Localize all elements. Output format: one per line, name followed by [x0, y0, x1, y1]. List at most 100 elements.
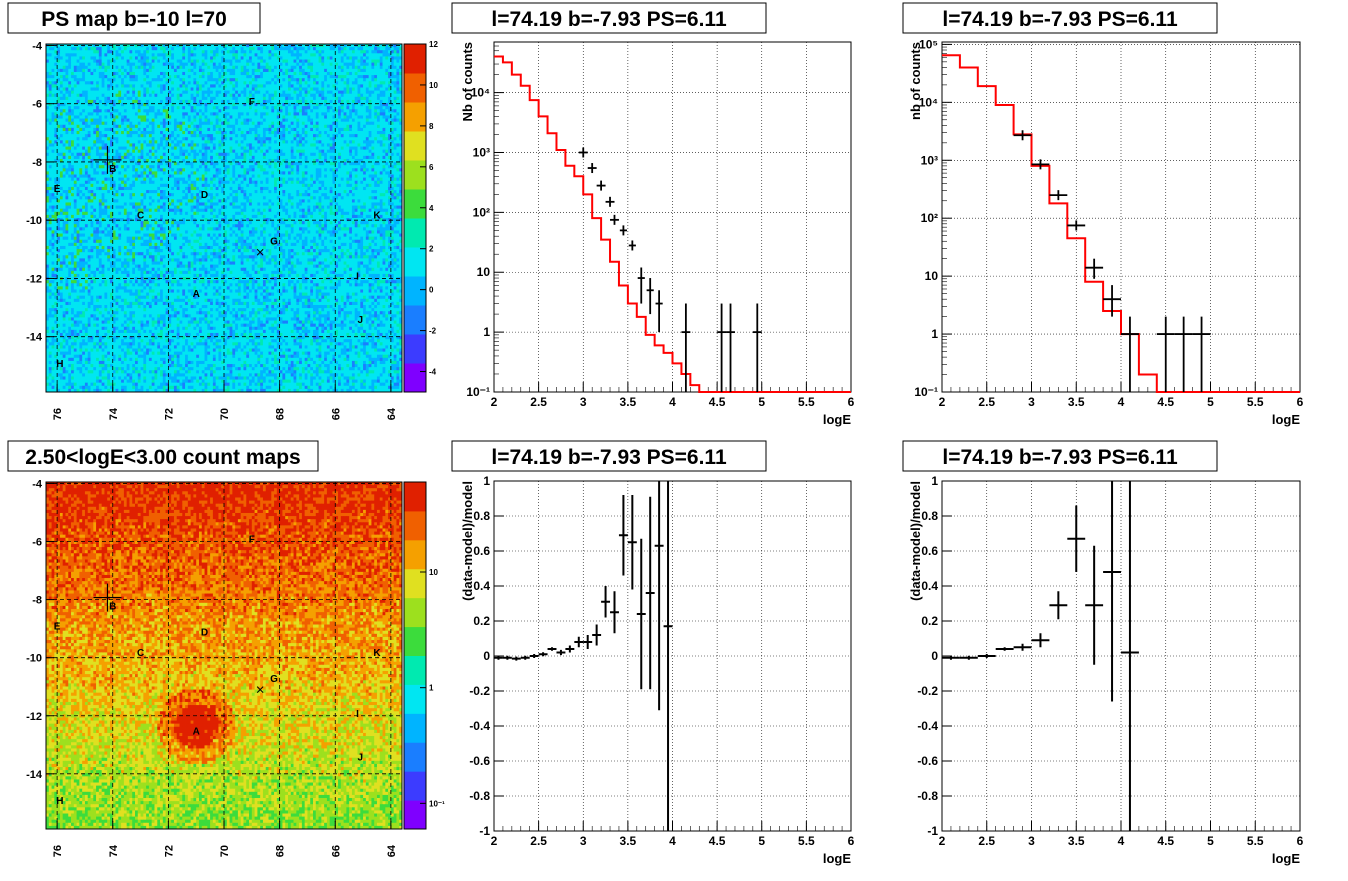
map-cell — [241, 125, 244, 129]
map-cell — [288, 137, 291, 141]
map-cell — [168, 94, 171, 98]
map-cell — [68, 137, 71, 141]
map-cell — [310, 150, 313, 154]
map-cell — [174, 140, 177, 144]
map-cell — [216, 84, 219, 88]
map-cell — [260, 47, 263, 51]
map-cell — [65, 78, 68, 82]
map-cell — [280, 156, 283, 160]
map-cell — [152, 147, 155, 151]
map-cell — [269, 109, 272, 113]
map-cell — [171, 162, 174, 166]
map-cell — [141, 106, 144, 110]
map-cell — [296, 162, 299, 166]
map-cell — [218, 112, 221, 116]
map-cell — [49, 153, 52, 157]
map-cell — [124, 125, 127, 129]
map-cell — [196, 88, 199, 92]
map-cell — [338, 122, 341, 126]
map-cell — [154, 112, 157, 116]
map-cell — [335, 53, 338, 57]
map-cell — [57, 131, 60, 135]
map-cell — [374, 88, 377, 92]
map-cell — [157, 100, 160, 104]
map-cell — [327, 66, 330, 70]
map-cell — [138, 119, 141, 123]
map-cell — [377, 78, 380, 82]
map-cell — [232, 106, 235, 110]
map-cell — [127, 88, 130, 92]
map-cell — [307, 91, 310, 95]
map-cell — [266, 88, 269, 92]
map-cell — [338, 106, 341, 110]
map-cell — [291, 81, 294, 85]
map-cell — [291, 134, 294, 138]
map-cell — [202, 109, 205, 113]
map-cell — [235, 125, 238, 129]
map-cell — [207, 162, 210, 166]
map-cell — [102, 153, 105, 157]
map-cell — [385, 88, 388, 92]
map-cell — [77, 162, 80, 166]
map-cell — [85, 150, 88, 154]
map-cell — [180, 125, 183, 129]
map-cell — [246, 134, 249, 138]
map-cell — [52, 119, 55, 123]
map-cell — [135, 60, 138, 64]
map-cell — [266, 106, 269, 110]
map-cell — [235, 81, 238, 85]
map-cell — [352, 66, 355, 70]
map-cell — [171, 47, 174, 51]
map-cell — [232, 119, 235, 123]
map-cell — [346, 69, 349, 73]
map-cell — [360, 69, 363, 73]
map-cell — [177, 81, 180, 85]
map-cell — [380, 47, 383, 51]
map-cell — [255, 147, 258, 151]
map-cell — [391, 137, 394, 141]
map-cell — [193, 50, 196, 54]
map-cell — [202, 162, 205, 166]
map-cell — [121, 69, 124, 73]
map-cell — [96, 119, 99, 123]
map-cell — [213, 128, 216, 132]
map-cell — [391, 53, 394, 57]
map-cell — [360, 88, 363, 92]
map-cell — [60, 112, 63, 116]
map-cell — [65, 88, 68, 92]
map-cell — [307, 84, 310, 88]
map-cell — [288, 159, 291, 163]
map-cell — [371, 115, 374, 119]
map-cell — [57, 84, 60, 88]
map-cell — [249, 125, 252, 129]
map-cell — [185, 162, 188, 166]
map-cell — [180, 88, 183, 92]
map-cell — [313, 112, 316, 116]
map-cell — [355, 162, 358, 166]
map-cell — [313, 119, 316, 123]
map-cell — [246, 131, 249, 135]
map-cell — [363, 50, 366, 54]
map-cell — [49, 53, 52, 57]
map-cell — [124, 75, 127, 79]
map-cell — [52, 81, 55, 85]
map-cell — [188, 137, 191, 141]
map-cell — [152, 47, 155, 51]
map-cell — [116, 69, 119, 73]
map-cell — [257, 91, 260, 95]
map-cell — [305, 150, 308, 154]
map-cell — [146, 97, 149, 101]
map-cell — [260, 88, 263, 92]
map-cell — [271, 131, 274, 135]
map-cell — [213, 153, 216, 157]
map-cell — [319, 128, 322, 132]
map-cell — [146, 143, 149, 147]
map-cell — [394, 94, 397, 98]
map-cell — [63, 47, 66, 51]
map-cell — [121, 47, 124, 51]
map-cell — [118, 60, 121, 64]
map-cell — [307, 109, 310, 113]
map-cell — [257, 134, 260, 138]
map-cell — [341, 125, 344, 129]
map-cell — [163, 131, 166, 135]
